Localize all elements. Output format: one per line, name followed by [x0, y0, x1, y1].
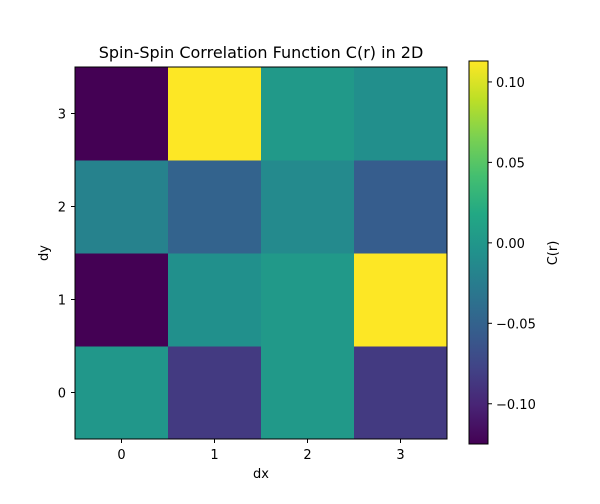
- heatmap-cell: [75, 253, 169, 347]
- heatmap-cell: [354, 253, 448, 347]
- x-axis-label: dx: [253, 467, 269, 482]
- colorbar-tick-label: 0.05: [496, 156, 525, 171]
- y-tick-label: 1: [58, 294, 66, 309]
- heatmap-cell: [261, 67, 355, 161]
- heatmap-cell: [75, 67, 169, 161]
- colorbar-ticks: −0.10 −0.05 0.00 0.05 0.10: [488, 76, 536, 413]
- colorbar: [468, 60, 489, 445]
- heatmap-cell: [354, 160, 448, 254]
- heatmap-cell: [168, 253, 262, 347]
- chart-title: Spin-Spin Correlation Function C(r) in 2…: [99, 43, 424, 62]
- x-tick-label: 3: [396, 448, 404, 463]
- colorbar-tick-label: 0.10: [496, 76, 525, 91]
- heatmap-cell: [168, 160, 262, 254]
- y-tick-label: 2: [58, 201, 66, 216]
- y-tick-label: 0: [58, 387, 66, 402]
- x-axis-ticks: 0 1 2 3: [117, 439, 405, 463]
- heatmap-cell: [75, 160, 169, 254]
- y-axis-ticks: 0 1 2 3: [58, 108, 75, 402]
- colorbar-tick-label: −0.10: [496, 398, 536, 413]
- heatmap-cells: [75, 67, 448, 440]
- heatmap-cell: [75, 346, 169, 440]
- heatmap-cell: [168, 67, 262, 161]
- heatmap-cell: [261, 160, 355, 254]
- heatmap-cell: [261, 346, 355, 440]
- y-tick-label: 3: [58, 108, 66, 123]
- plot-frame: [74, 66, 448, 440]
- heatmap-cell: [354, 346, 448, 440]
- colorbar-label: C(r): [546, 241, 561, 266]
- heatmap-cell: [354, 67, 448, 161]
- heatmap-cell: [261, 253, 355, 347]
- heatmap-cell: [168, 346, 262, 440]
- colorbar-tick-label: 0.00: [496, 237, 525, 252]
- y-axis-label: dy: [37, 245, 52, 261]
- x-tick-label: 2: [303, 448, 311, 463]
- x-tick-label: 0: [117, 448, 125, 463]
- x-tick-label: 1: [210, 448, 218, 463]
- colorbar-tick-label: −0.05: [496, 317, 536, 332]
